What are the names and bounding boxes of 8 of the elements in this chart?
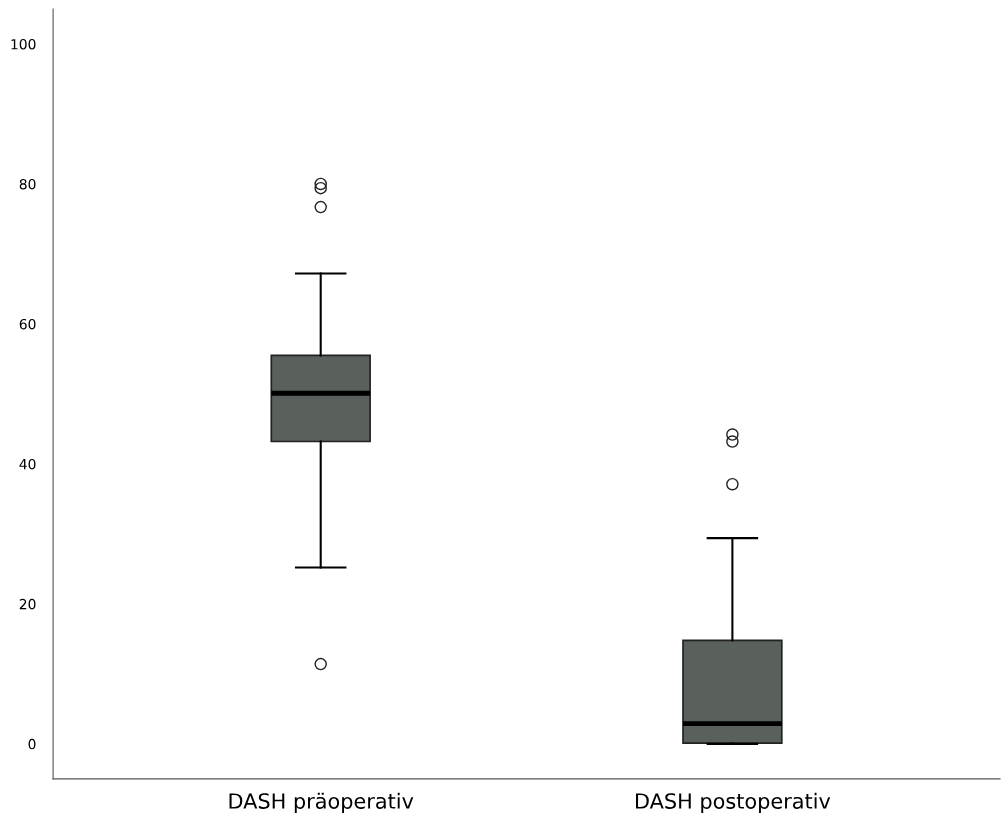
y-tick-label: 40 bbox=[19, 458, 36, 470]
x-tick-label: DASH präoperativ bbox=[229, 792, 414, 813]
y-tick-label: 0 bbox=[28, 738, 36, 750]
y-tick-label: 80 bbox=[19, 178, 36, 190]
x-tick-label: DASH postoperativ bbox=[636, 792, 831, 813]
y-tick-label: 60 bbox=[19, 318, 36, 330]
y-tick-label: 20 bbox=[19, 598, 36, 610]
y-tick-label: 100 bbox=[11, 38, 36, 50]
